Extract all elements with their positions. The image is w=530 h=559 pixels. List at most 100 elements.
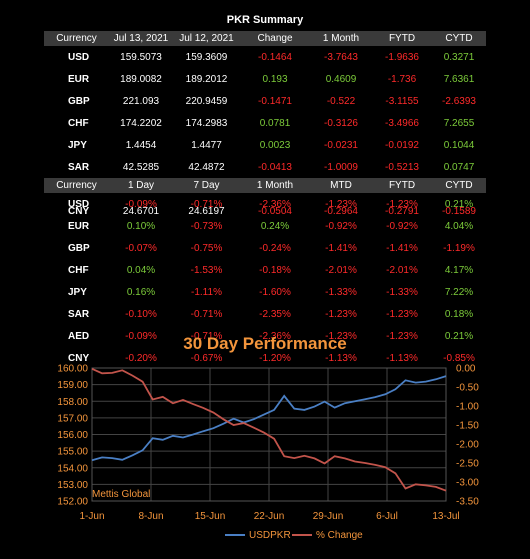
y-left-tick-label: 156.00 xyxy=(57,430,88,441)
table-cell: -0.0231 xyxy=(324,139,358,151)
column-header: CYTD xyxy=(432,31,486,46)
y-left-tick-label: 152.00 xyxy=(57,497,88,508)
table-cell: 0.21% xyxy=(444,330,474,342)
table-cell: 189.0082 xyxy=(120,73,162,85)
table-cell: -2.01% xyxy=(386,264,418,276)
plot-border xyxy=(91,367,447,502)
x-tick-label: 22-Jun xyxy=(254,511,285,522)
table-cell: -0.92% xyxy=(386,220,418,232)
table-cell: -1.41% xyxy=(386,242,418,254)
table-cell: -0.1464 xyxy=(258,51,292,63)
currency-code: GBP xyxy=(68,95,90,107)
table-cell: -1.20% xyxy=(259,352,291,364)
watermark-text: Mettis Global xyxy=(92,489,150,500)
summary-header-row: Currency Jul 13, 2021 Jul 12, 2021 Change 1 … xyxy=(44,31,486,46)
table-cell: 189.2012 xyxy=(185,73,228,85)
table-cell: -0.18% xyxy=(259,264,291,276)
currency-code: CHF xyxy=(68,117,89,129)
table-cell: -3.4966 xyxy=(385,117,419,129)
table-cell: -0.09% xyxy=(125,198,157,210)
table-cell: 0.21% xyxy=(444,198,474,210)
table-cell: -0.92% xyxy=(325,220,357,232)
table-cell: -0.09% xyxy=(125,330,157,342)
table-cell: -1.19% xyxy=(443,242,475,254)
table-cell: -2.35% xyxy=(259,308,291,320)
table-cell: 0.0781 xyxy=(259,117,291,129)
table-cell: 7.22% xyxy=(444,286,474,298)
table-cell: -0.85% xyxy=(443,352,475,364)
table-cell: 0.0023 xyxy=(259,139,291,151)
table-cell: 4.04% xyxy=(444,220,474,232)
currency-code: JPY xyxy=(68,139,87,151)
table-cell: 42.5285 xyxy=(122,161,160,173)
column-header: 1 Month xyxy=(310,31,372,46)
column-header: CYTD xyxy=(432,178,486,193)
table-cell: -1.736 xyxy=(387,73,417,85)
table-cell: -1.0009 xyxy=(324,161,358,173)
table-cell: -1.23% xyxy=(325,330,357,342)
table-row: EUR 189.0082 189.2012 0.193 0.4609 -1.736 7.63… xyxy=(44,68,486,90)
table-cell: -1.33% xyxy=(325,286,357,298)
x-tick-label: 1-Jun xyxy=(79,511,104,522)
table-cell: -3.1155 xyxy=(385,95,419,107)
table-row: CHF 174.2202 174.2983 0.0781 -0.3126 -3.4966 7… xyxy=(44,112,486,134)
chart-grid xyxy=(91,367,447,502)
table-row: JPY 0.16% -1.11% -1.60% -1.33% -1.33% 7.22% xyxy=(44,281,486,303)
currency-code: JPY xyxy=(68,286,87,298)
table-cell: 1.4454 xyxy=(125,139,157,151)
table-cell: -0.0192 xyxy=(385,139,419,151)
y-right-tick-label: -3.00 xyxy=(456,478,479,489)
column-header: Currency xyxy=(44,31,109,46)
column-header: FYTD xyxy=(372,178,432,193)
column-header: FYTD xyxy=(372,31,432,46)
currency-code: GBP xyxy=(68,242,90,254)
table-row: EUR 0.10% -0.73% 0.24% -0.92% -0.92% 4.04% xyxy=(44,215,486,237)
column-header: Jul 13, 2021 xyxy=(109,31,173,46)
currency-code: EUR xyxy=(68,220,90,232)
table-cell: -0.24% xyxy=(259,242,291,254)
y-right-tick-label: -0.50 xyxy=(456,383,479,394)
table-cell: 0.24% xyxy=(260,220,290,232)
table-cell: -1.23% xyxy=(325,198,357,210)
table-row: GBP 221.093 220.9459 -0.1471 -0.522 -3.1155 -2… xyxy=(44,90,486,112)
table-cell: -0.0504 xyxy=(258,205,292,217)
currency-code: CNY xyxy=(68,205,90,217)
table-cell: -1.9636 xyxy=(385,51,419,63)
table-cell: 0.193 xyxy=(262,73,288,85)
y-right-tick-label: -3.50 xyxy=(456,497,479,508)
y-left-tick-label: 153.00 xyxy=(57,480,88,491)
table-cell: -1.41% xyxy=(325,242,357,254)
table-cell: 4.17% xyxy=(444,264,474,276)
table-cell: -0.1471 xyxy=(258,95,292,107)
table-row: USD 159.5073 159.3609 -0.1464 -3.7643 -1.9636… xyxy=(44,46,486,68)
column-header: Currency xyxy=(44,178,109,193)
table-cell: -2.36% xyxy=(259,330,291,342)
y-left-tick-label: 154.00 xyxy=(57,463,88,474)
x-tick-label: 29-Jun xyxy=(313,511,344,522)
table-row: USD -0.09% -0.71% -2.36% -1.23% -1.23% 0.21% xyxy=(44,193,486,215)
column-header: 1 Day xyxy=(109,178,173,193)
table-cell: 0.10% xyxy=(126,220,156,232)
y-right-tick-label: -1.00 xyxy=(456,402,479,413)
table-cell: 220.9459 xyxy=(185,95,228,107)
currency-code: EUR xyxy=(68,73,90,85)
column-header: MTD xyxy=(310,178,372,193)
currency-code: AED xyxy=(68,330,90,342)
table-row: CNY 24.6701 24.6197 -0.0504 -0.2964 -0.2791 -0… xyxy=(44,200,486,222)
table-cell: 0.18% xyxy=(444,308,474,320)
percent-header-row: Currency 1 Day 7 Day 1 Month MTD FYTD CYTD xyxy=(44,178,486,193)
chart-legend: USDPKR % Change xyxy=(225,530,363,541)
performance-chart: 160.00 159.00 158.00 157.00 156.00 155.00 154.… xyxy=(57,364,479,542)
table-cell: -0.10% xyxy=(125,308,157,320)
table-cell: -0.522 xyxy=(326,95,356,107)
table-cell: -1.23% xyxy=(325,308,357,320)
table-cell: -2.36% xyxy=(259,198,291,210)
y-right-tick-label: -2.00 xyxy=(456,440,479,451)
y-left-tick-label: 155.00 xyxy=(57,447,88,458)
y-left-tick-label: 157.00 xyxy=(57,413,88,424)
table-cell: -0.71% xyxy=(190,198,223,210)
table-cell: -1.13% xyxy=(325,352,357,364)
x-tick-label: 13-Jul xyxy=(432,511,459,522)
table-cell: -0.5213 xyxy=(385,161,419,173)
table-cell: 24.6701 xyxy=(122,205,160,217)
